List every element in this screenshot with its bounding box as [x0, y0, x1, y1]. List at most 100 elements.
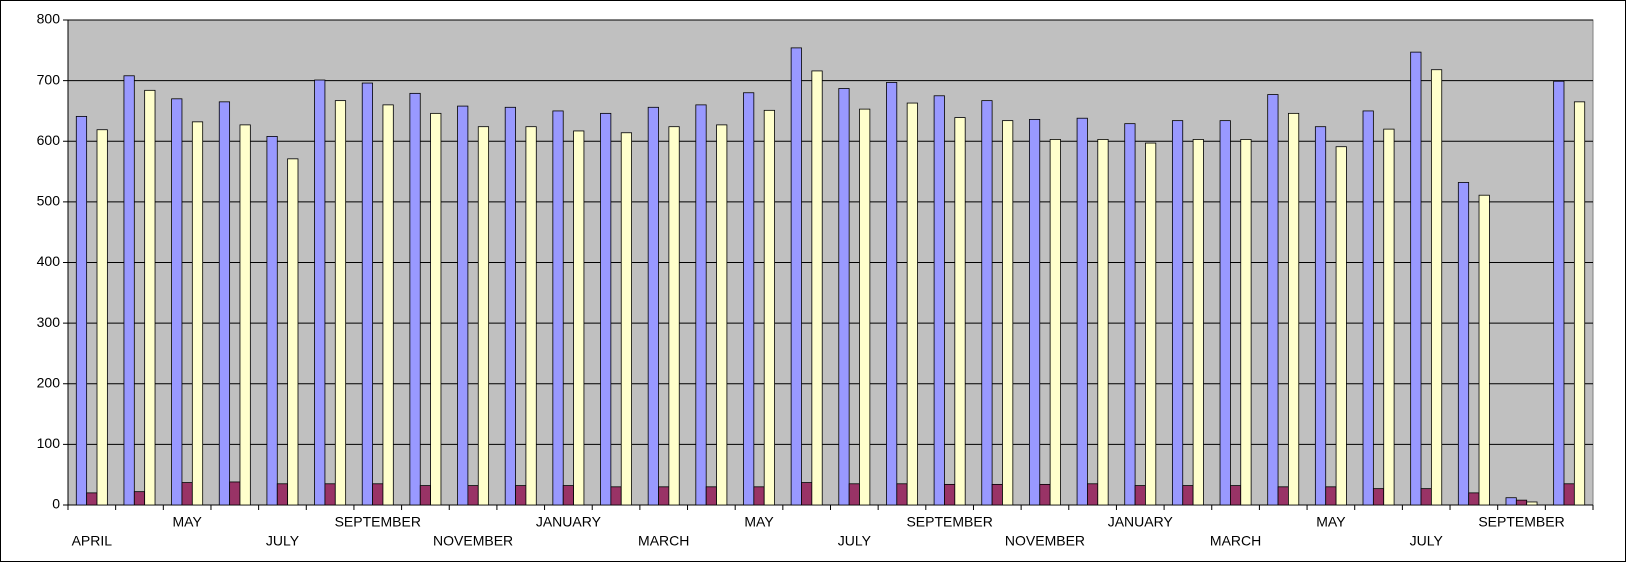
x-tick-label: NOVEMBER: [433, 533, 513, 549]
bar: [239, 124, 251, 506]
x-tick-label: JULY: [1410, 533, 1444, 549]
bar: [1087, 483, 1099, 506]
bar: [1553, 80, 1565, 506]
bar: [658, 486, 670, 506]
x-tick-label: SEPTEMBER: [906, 514, 992, 530]
bar: [409, 92, 421, 506]
bar: [600, 112, 612, 506]
bar: [372, 483, 384, 506]
bar: [991, 483, 1003, 506]
x-tick-label: JULY: [838, 533, 872, 549]
x-tick-label: JANUARY: [536, 514, 602, 530]
bar: [86, 492, 98, 506]
x-tick-label: JANUARY: [1108, 514, 1174, 530]
bar: [573, 130, 585, 506]
bar: [504, 106, 516, 506]
bar: [668, 126, 680, 506]
bar: [334, 100, 347, 506]
bar: [1182, 485, 1194, 506]
bar: [229, 481, 241, 506]
bar: [743, 92, 755, 506]
bar: [419, 485, 432, 506]
y-tick-label: 500: [37, 193, 61, 209]
bar: [695, 104, 707, 506]
bar: [1097, 139, 1109, 506]
bar: [1134, 485, 1146, 506]
bar: [477, 126, 490, 506]
bar: [906, 102, 918, 506]
bar: [944, 483, 956, 506]
bar: [552, 110, 564, 506]
bar: [886, 82, 898, 506]
bar: [1410, 51, 1422, 506]
bar: [361, 82, 373, 506]
bar: [276, 483, 289, 506]
x-tick-label: MAY: [744, 514, 774, 530]
bar: [790, 47, 802, 506]
y-tick-label: 0: [52, 496, 60, 512]
bar: [314, 79, 326, 506]
x-tick-label: JULY: [266, 533, 300, 549]
y-tick-label: 600: [37, 132, 61, 148]
bar: [266, 135, 278, 506]
bar: [1505, 497, 1517, 506]
bar: [753, 486, 765, 506]
bar: [1124, 123, 1136, 506]
bar: [218, 101, 231, 506]
bar: [430, 112, 442, 506]
bar: [181, 482, 193, 506]
bar: [1573, 101, 1586, 506]
bar: [896, 483, 908, 506]
bar: [647, 106, 659, 506]
bar: [525, 126, 537, 506]
bar: [123, 75, 135, 506]
y-tick-label: 300: [37, 314, 61, 330]
bar: [620, 132, 632, 506]
bar: [562, 485, 574, 506]
bar: [457, 105, 469, 506]
bar: [763, 109, 775, 506]
bar: [1372, 488, 1385, 506]
x-tick-label: SEPTEMBER: [335, 514, 421, 530]
bar: [144, 89, 156, 506]
bar: [1362, 110, 1374, 506]
bar: [1457, 182, 1470, 506]
bar: [171, 98, 183, 506]
bar: [96, 129, 108, 506]
bar: [1029, 119, 1041, 506]
bar: [705, 486, 717, 506]
y-tick-label: 700: [37, 71, 61, 87]
bar: [133, 491, 146, 506]
bar: [1267, 94, 1279, 506]
bar: [1383, 128, 1395, 506]
bar: [191, 121, 204, 506]
bar: [1526, 501, 1538, 506]
bar: [1145, 142, 1157, 506]
bar: [1277, 486, 1289, 506]
bar: [1468, 492, 1480, 506]
bar: [324, 483, 336, 506]
bar: [1076, 117, 1088, 506]
bar: [1314, 126, 1327, 506]
bar: [287, 158, 299, 506]
bar: [716, 124, 728, 506]
y-tick-label: 800: [37, 11, 61, 27]
x-tick-label: APRIL: [72, 533, 113, 549]
bar: [1325, 486, 1337, 506]
bar: [1229, 485, 1242, 506]
bar: [467, 485, 479, 506]
y-tick-label: 400: [37, 253, 61, 269]
bar: [1039, 483, 1051, 506]
bar: [954, 117, 966, 506]
bar: [1420, 488, 1432, 506]
bar: [848, 483, 860, 506]
bar: [859, 108, 871, 506]
bar: [515, 485, 527, 506]
bar: [1219, 120, 1231, 506]
bar: [981, 100, 993, 506]
bar: [838, 88, 850, 506]
bar: [1002, 120, 1014, 506]
bar: [1240, 139, 1252, 506]
